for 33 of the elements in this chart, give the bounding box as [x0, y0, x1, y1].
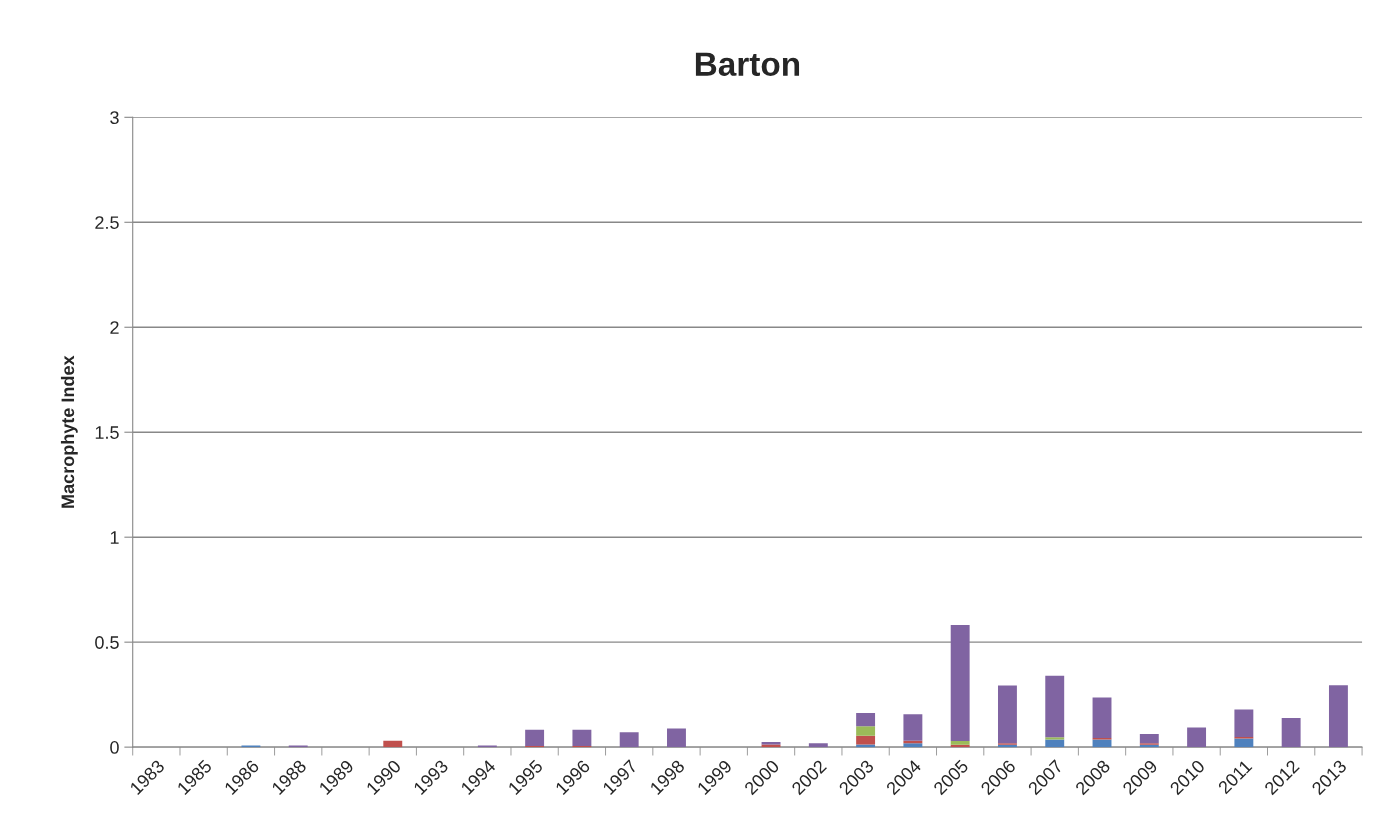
- bar: [1092, 697, 1112, 739]
- bar: [1281, 717, 1301, 748]
- bar: [1234, 738, 1254, 748]
- y-tick-label: 1: [110, 531, 119, 544]
- bar: [808, 743, 828, 748]
- bar: [1234, 709, 1254, 738]
- y-tick-label: 1.5: [95, 426, 119, 439]
- bar: [903, 743, 923, 748]
- bar: [1139, 733, 1159, 744]
- chart-title: Barton: [695, 52, 800, 76]
- bar: [383, 740, 403, 748]
- bar: [525, 729, 545, 746]
- y-axis-title: Macrophyte Index: [60, 355, 78, 508]
- bar: [1045, 737, 1065, 740]
- bar: [572, 729, 592, 746]
- bar: [903, 714, 923, 741]
- y-tick-label: 2.5: [95, 216, 119, 229]
- bar: [667, 728, 686, 748]
- bar: [856, 735, 876, 745]
- bar: [1045, 739, 1065, 748]
- bar: [856, 726, 876, 736]
- bar: [856, 712, 876, 727]
- y-tick-label: 0.5: [95, 636, 119, 649]
- bar: [950, 624, 970, 742]
- y-tick-label: 2: [110, 321, 119, 334]
- y-tick-label: 0: [110, 741, 119, 754]
- bar: [1045, 675, 1065, 738]
- bar: [1328, 685, 1348, 748]
- bar: [619, 732, 639, 748]
- bar: [998, 685, 1017, 744]
- bar: [856, 744, 876, 748]
- y-tick-label: 3: [110, 111, 119, 125]
- bar: [1187, 727, 1207, 748]
